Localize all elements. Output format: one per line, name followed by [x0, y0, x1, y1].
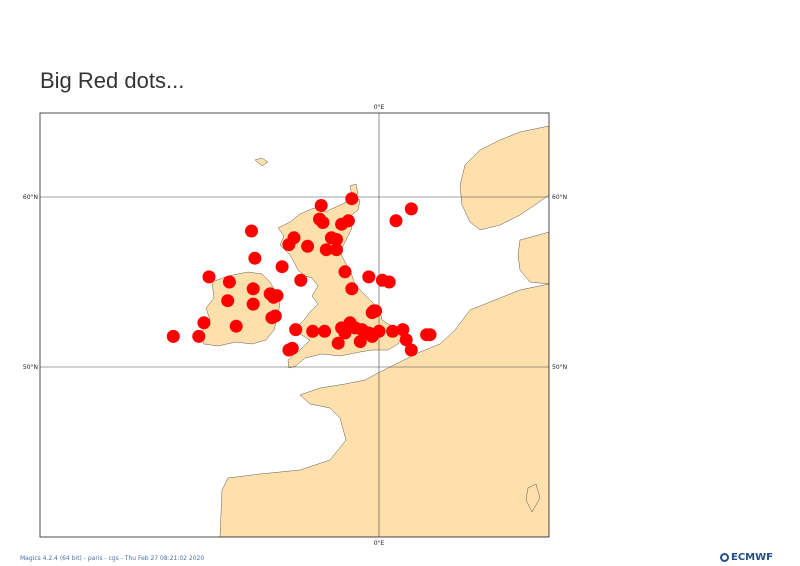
footer-credit: Magics 4.2.4 (64 bit) - paris - cgs - Th… — [20, 555, 205, 562]
ecmwf-logo: ECMWF — [720, 552, 773, 563]
red-dot-18 — [275, 260, 289, 274]
red-dot-20 — [202, 270, 216, 284]
red-dot-9 — [341, 214, 355, 228]
red-dot-4 — [389, 214, 403, 228]
red-dot-25 — [382, 275, 396, 289]
red-dot-32 — [246, 297, 260, 311]
red-dot-3 — [404, 202, 418, 216]
red-dot-35 — [369, 304, 383, 318]
map-frame — [39, 112, 550, 538]
red-dot-15 — [319, 243, 333, 257]
label-lat60-left: 60°N — [23, 194, 38, 201]
red-dot-39 — [197, 316, 211, 330]
red-dot-16 — [330, 243, 343, 257]
red-dot-27 — [246, 282, 260, 296]
red-dot-58 — [331, 336, 345, 350]
red-dot-47 — [386, 324, 400, 338]
red-dot-14 — [301, 239, 315, 253]
land-continent — [219, 283, 549, 537]
label-lat50-left: 50°N — [23, 364, 38, 371]
land-norway — [459, 125, 549, 231]
red-dot-2 — [345, 192, 359, 206]
red-dot-43 — [338, 326, 352, 340]
red-dot-19 — [338, 265, 352, 279]
red-dot-55 — [166, 329, 180, 343]
label-meridian-bottom: 0°E — [374, 540, 385, 547]
red-dot-57 — [353, 335, 367, 348]
red-dot-7 — [316, 216, 330, 229]
land-ireland — [199, 271, 281, 347]
red-dot-5 — [245, 224, 258, 238]
red-dot-62 — [404, 343, 418, 357]
red-dot-51 — [318, 324, 332, 338]
red-dot-59 — [399, 333, 413, 347]
land-denmark — [517, 231, 549, 285]
land-corsica — [525, 483, 541, 513]
chart-title: Big Red dots... — [40, 68, 185, 93]
red-dot-61 — [282, 343, 296, 357]
red-dot-30 — [267, 290, 281, 304]
red-dot-17 — [248, 251, 262, 265]
red-dot-21 — [222, 275, 236, 289]
red-dot-52 — [365, 329, 379, 343]
label-lat50-right: 50°N — [552, 364, 567, 371]
label-lat60-right: 60°N — [552, 194, 567, 201]
red-dot-49 — [289, 323, 303, 337]
red-dot-54 — [423, 328, 437, 342]
red-dot-38 — [268, 309, 282, 323]
land-faroe — [254, 157, 269, 167]
red-dot-12 — [330, 233, 343, 246]
red-dot-48 — [396, 323, 410, 337]
dots-layer — [166, 192, 437, 357]
red-dot-50 — [306, 324, 320, 338]
red-dot-22 — [294, 273, 308, 287]
ecmwf-icon — [720, 553, 729, 562]
red-dot-56 — [192, 329, 206, 343]
red-dot-40 — [229, 319, 243, 333]
red-dot-13 — [282, 238, 296, 252]
red-dot-26 — [345, 282, 359, 296]
red-dot-1 — [314, 199, 328, 212]
red-dot-31 — [221, 294, 235, 308]
ecmwf-logo-text: ECMWF — [731, 552, 773, 563]
red-dot-23 — [362, 270, 376, 284]
label-meridian-top: 0°E — [374, 104, 385, 111]
